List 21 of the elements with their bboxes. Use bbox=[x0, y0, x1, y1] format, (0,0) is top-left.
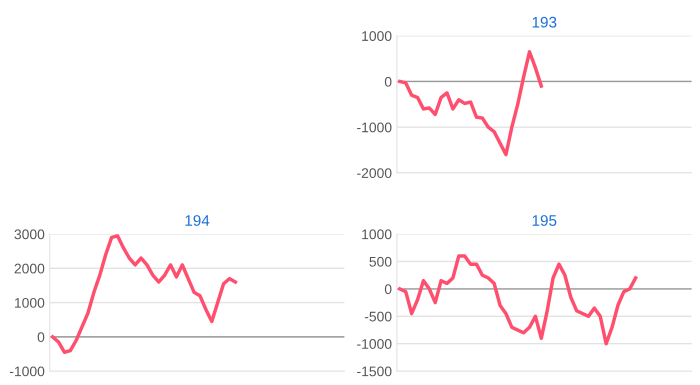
y-tick-label: -1500 bbox=[357, 366, 392, 376]
y-tick-label: -1000 bbox=[357, 339, 392, 349]
y-tick-label: 1000 bbox=[15, 298, 44, 308]
y-tick-label: 500 bbox=[369, 256, 392, 267]
y-tick-label: -500 bbox=[364, 312, 392, 322]
y-tick-label: -2000 bbox=[357, 168, 392, 178]
y-tick-label: 0 bbox=[38, 332, 44, 342]
y-tick-label: 0 bbox=[384, 76, 392, 87]
y-tick-label: 1000 bbox=[362, 229, 392, 240]
chart-title: 195 bbox=[532, 215, 556, 226]
y-tick-label: 3000 bbox=[14, 229, 44, 240]
line-series bbox=[398, 50, 544, 156]
y-tick-label: 0 bbox=[384, 284, 392, 294]
y-tick-label: -1000 bbox=[357, 122, 392, 132]
y-tick-label: 1000 bbox=[362, 31, 392, 41]
line-series bbox=[50, 234, 238, 354]
chart-title: 194 bbox=[185, 215, 210, 226]
y-tick-label: 2000 bbox=[14, 264, 44, 274]
y-tick-label: -1000 bbox=[10, 366, 44, 376]
chart-title: 193 bbox=[532, 16, 556, 28]
line-series bbox=[398, 254, 638, 346]
